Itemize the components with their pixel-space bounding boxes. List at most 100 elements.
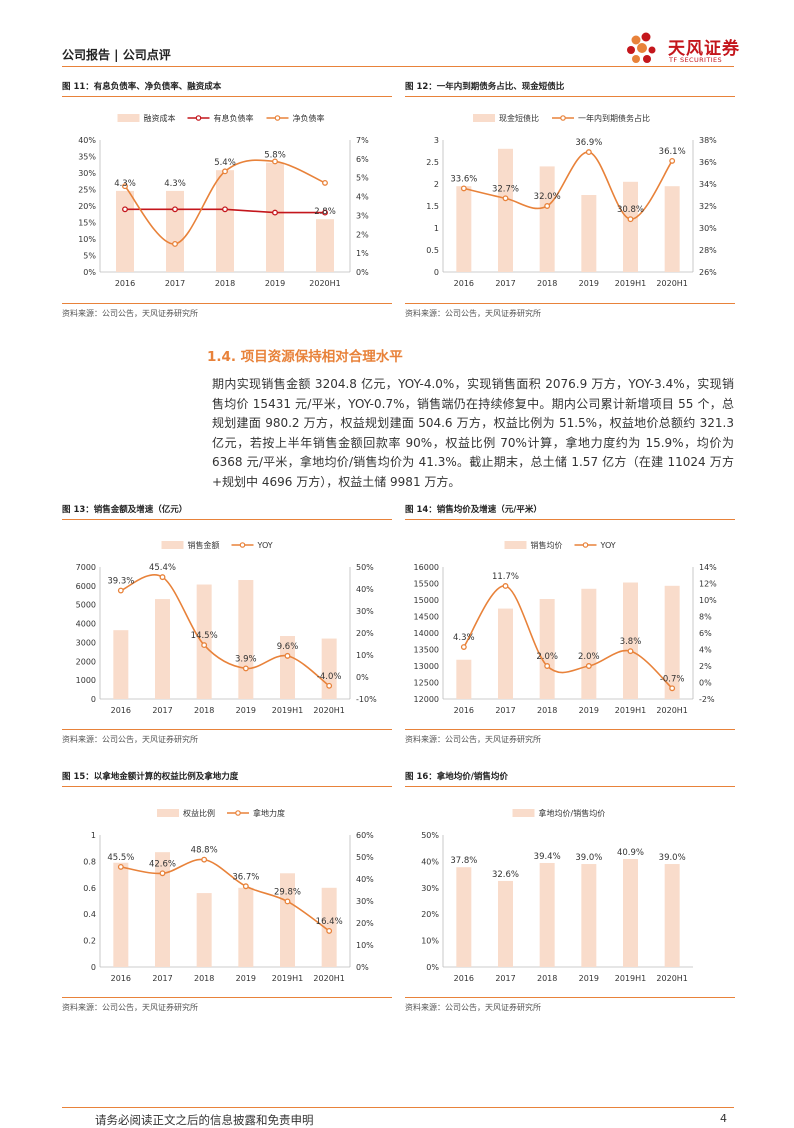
legend-label: 净负债率 <box>293 113 325 123</box>
y-right-tick-label: 12% <box>699 580 717 589</box>
y-left-tick-label: 2.5 <box>426 158 439 167</box>
x-tick-label: 2016 <box>111 974 131 983</box>
bar <box>456 186 472 272</box>
y-right-tick-label: 40% <box>356 875 374 884</box>
legend-label: 销售金额 <box>188 540 220 550</box>
fig15-title: 图 15：以拿地金额计算的权益比例及拿地力度 <box>62 772 239 782</box>
y-right-tick-label: 5% <box>356 174 369 183</box>
series-line <box>120 574 330 687</box>
bar <box>498 148 513 272</box>
legend-label: YOY <box>257 541 273 550</box>
bar <box>238 887 254 967</box>
y-left-tick-label: 2000 <box>76 657 96 666</box>
y-right-tick-label: 0% <box>356 268 369 277</box>
y-left-tick-label: 0.5 <box>426 246 439 255</box>
y-right-tick-label: 8% <box>699 613 712 622</box>
line-value-label: 30.8% <box>617 205 644 215</box>
line-value-label: 39.3% <box>107 577 134 587</box>
y-right-tick-label: 0% <box>356 673 369 682</box>
y-right-tick-label: 20% <box>356 919 374 928</box>
legend-swatch-bar <box>157 809 179 817</box>
series-marker <box>242 665 249 672</box>
x-tick-label: 2019 <box>579 279 599 288</box>
bar <box>623 582 638 699</box>
y-left-tick-label: 5000 <box>76 601 96 610</box>
bar <box>116 190 134 272</box>
y-left-tick-label: 15500 <box>414 580 439 589</box>
x-tick-label: 2020H1 <box>656 706 687 715</box>
y-left-tick-label: 16000 <box>414 563 439 572</box>
y-right-tick-label: 6% <box>356 155 369 164</box>
series-marker <box>627 216 634 223</box>
series-marker <box>284 652 291 659</box>
fig13-source-rule <box>62 729 392 730</box>
bar-value-label: 5.8% <box>264 151 286 161</box>
series-marker <box>460 185 467 192</box>
fig11-source-rule <box>62 303 392 304</box>
line-value-label: 36.9% <box>575 138 602 148</box>
fig15-chart: 权益比例 拿地力度00.20.40.60.810%10%20%30%40%50%6… <box>83 808 374 983</box>
y-left-tick-label: 0.2 <box>83 937 96 946</box>
y-right-tick-label: 26% <box>699 268 717 277</box>
y-right-tick-label: 10% <box>356 651 374 660</box>
bar-value-label: 37.8% <box>450 856 477 866</box>
legend-label: 一年内到期债务占比 <box>578 113 650 123</box>
report-type-label: 公司报告 | 公司点评 <box>62 48 171 62</box>
series-marker <box>122 183 128 190</box>
legend-swatch-bar <box>161 541 184 549</box>
x-tick-label: 2019 <box>579 974 599 983</box>
fig12-source-rule <box>405 303 735 304</box>
y-left-tick-label: 14000 <box>414 629 439 638</box>
y-right-tick-label: 50% <box>356 563 374 572</box>
y-left-tick-label: 20% <box>78 202 96 211</box>
fig16-source-rule <box>405 997 735 998</box>
x-tick-label: 2017 <box>495 974 515 983</box>
bar <box>581 864 597 967</box>
bar <box>321 887 337 967</box>
legend-swatch-marker <box>195 115 202 121</box>
y-right-tick-label: 6% <box>699 629 712 638</box>
legend-label: 有息负债率 <box>214 113 254 123</box>
y-left-tick-label: 40% <box>421 857 439 866</box>
bar <box>623 859 638 967</box>
y-left-tick-label: 0% <box>83 268 96 277</box>
y-left-tick-label: 0.6 <box>83 884 96 893</box>
tf-securities-logo-icon <box>627 32 656 63</box>
series-marker <box>222 168 228 175</box>
y-left-tick-label: 13000 <box>414 662 439 671</box>
series-marker <box>117 587 124 594</box>
x-tick-label: 2020H1 <box>313 974 344 983</box>
line-value-label: -0.7% <box>660 674 685 684</box>
footer-disclaimer: 请务必阅读正文之后的信息披露和免责申明 <box>95 1113 314 1127</box>
bar <box>321 638 337 699</box>
series-marker <box>159 574 166 581</box>
y-left-tick-label: 1 <box>434 224 439 233</box>
y-right-tick-label: 2% <box>699 662 712 671</box>
x-tick-label: 2019H1 <box>615 279 646 288</box>
x-tick-label: 2019 <box>236 706 256 715</box>
series-marker <box>326 682 333 689</box>
line-value-label: 4.3% <box>453 633 475 643</box>
line-value-label: 48.8% <box>191 846 218 856</box>
legend-swatch-bar <box>117 114 140 122</box>
y-left-tick-label: 35% <box>78 153 96 162</box>
line-value-label: 29.8% <box>274 887 301 897</box>
bar <box>166 190 184 272</box>
series-marker <box>159 870 166 877</box>
x-tick-label: 2016 <box>454 974 474 983</box>
y-left-tick-label: 5% <box>83 252 96 261</box>
bar-value-label: 4.3% <box>164 179 186 189</box>
fig13-title: 图 13：销售金额及增速（亿元） <box>62 505 188 515</box>
legend-label: 拿地均价/销售均价 <box>539 808 606 818</box>
bar-value-label: 39.0% <box>659 853 686 863</box>
y-left-tick-label: 20% <box>421 910 439 919</box>
bar <box>581 195 597 272</box>
series-marker <box>502 583 509 589</box>
series-marker <box>222 206 228 213</box>
fig14-source-rule <box>405 729 735 730</box>
y-left-tick-label: 0% <box>426 963 439 972</box>
x-tick-label: 2020H1 <box>656 974 687 983</box>
series-marker <box>272 158 278 165</box>
bar <box>238 580 254 699</box>
fig14-title-rule <box>405 519 735 520</box>
